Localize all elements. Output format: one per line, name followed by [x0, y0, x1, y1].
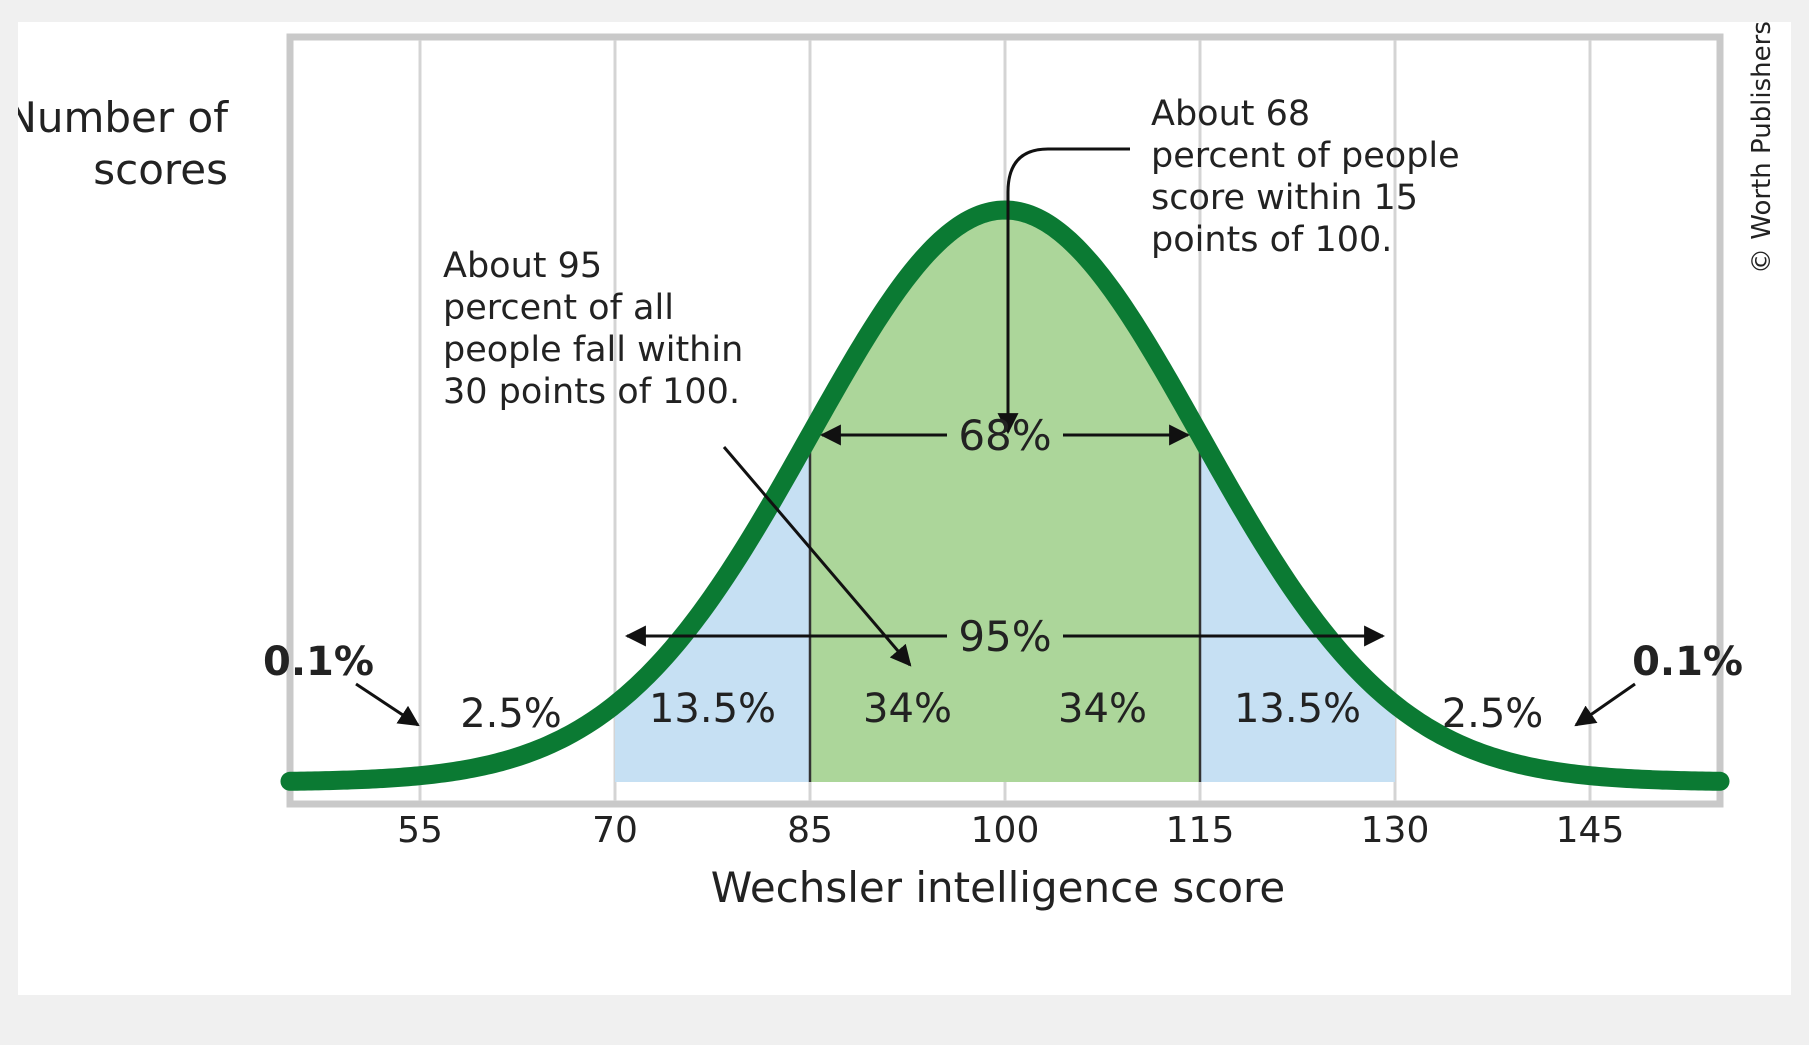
svg-text:percent of all: percent of all	[443, 288, 674, 328]
region-percent-label: 2.5%	[1442, 691, 1544, 737]
svg-text:About 68: About 68	[1151, 94, 1310, 134]
normal-curve	[280, 200, 1730, 791]
range-label: 95%	[958, 612, 1051, 661]
range-arrows: 68% 95%	[624, 411, 1386, 661]
annotation-68-arrow	[997, 147, 1130, 435]
annotation-68-percent: About 68 percent of people score within …	[1151, 94, 1460, 260]
svg-text:About 95: About 95	[443, 246, 602, 286]
x-tick-labels: 55 70 85 100 115 130 145	[397, 810, 1624, 851]
x-tick-label: 130	[1361, 810, 1430, 851]
figure: Number of scores About 95 percent of all…	[18, 22, 1791, 995]
x-tick-label: 115	[1166, 810, 1235, 851]
annotation-95-percent: About 95 percent of all people fall with…	[443, 246, 743, 412]
svg-text:points of 100.: points of 100.	[1151, 220, 1392, 260]
x-tick-label: 70	[592, 810, 638, 851]
x-axis-label: Wechsler intelligence score	[711, 863, 1286, 912]
svg-text:30 points of 100.: 30 points of 100.	[443, 372, 740, 412]
shaded-region	[810, 210, 1200, 782]
region-percent-label: 34%	[1058, 686, 1147, 732]
tail-arrow	[355, 682, 420, 727]
tail-percent-label: 0.1%	[1632, 639, 1743, 685]
annotation-95-arrow	[722, 446, 912, 667]
region-dividers	[808, 435, 1202, 782]
x-tick-label: 100	[971, 810, 1040, 851]
y-axis-label-line1: Number of	[18, 93, 229, 142]
region-percent-label: 13.5%	[1234, 686, 1361, 732]
region-percent-label: 34%	[863, 686, 952, 732]
region-percent-label: 13.5%	[649, 686, 776, 732]
x-tick-label: 55	[397, 810, 443, 851]
svg-text:people fall within: people fall within	[443, 330, 743, 370]
copyright-credit: © Worth Publishers	[1747, 22, 1777, 274]
region-percent-label: 2.5%	[460, 691, 562, 737]
range-label: 68%	[958, 411, 1051, 460]
y-axis-label-line2: scores	[93, 145, 228, 194]
tail-arrow	[1574, 682, 1636, 727]
svg-text:score within 15: score within 15	[1151, 178, 1418, 218]
x-tick-label: 145	[1556, 810, 1625, 851]
x-tick-label: 85	[787, 810, 833, 851]
svg-text:percent of people: percent of people	[1151, 136, 1460, 176]
bell-curve-chart: Number of scores About 95 percent of all…	[18, 22, 1777, 912]
percent-labels: 2.5% 13.5% 34% 34% 13.5% 2.5% 0.1% 0.1%	[263, 639, 1743, 737]
tail-percent-label: 0.1%	[263, 639, 374, 685]
